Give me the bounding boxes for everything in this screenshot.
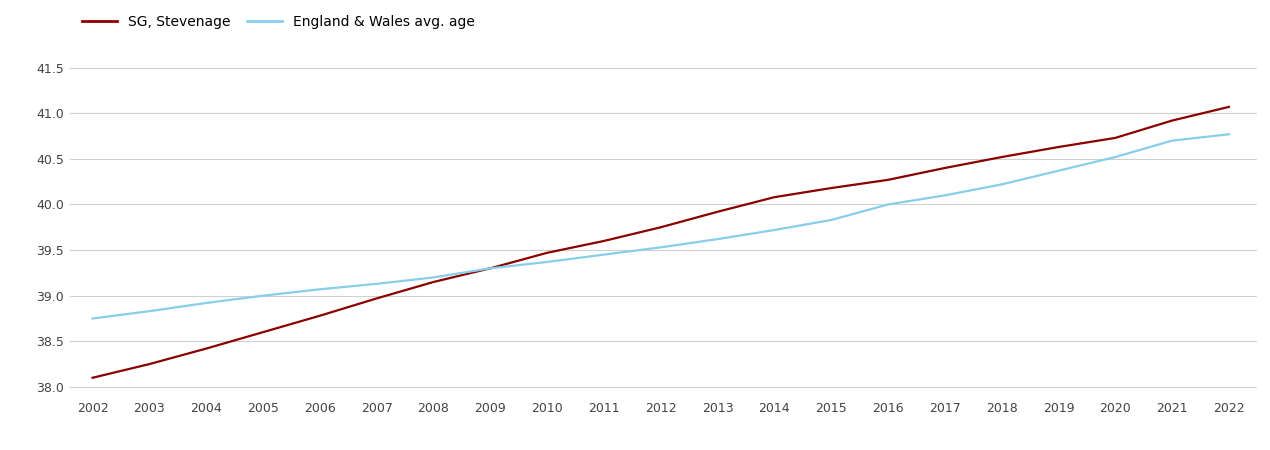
England & Wales avg. age (767, 227, 782, 233)
England & Wales avg. age (994, 182, 1010, 187)
England & Wales avg. age (653, 245, 668, 250)
Line: SG, Stevenage: SG, Stevenage (93, 107, 1229, 378)
SG, Stevenage (880, 177, 895, 183)
SG, Stevenage (483, 266, 498, 271)
Legend: SG, Stevenage, England & Wales avg. age: SG, Stevenage, England & Wales avg. age (76, 9, 480, 35)
SG, Stevenage (1165, 118, 1180, 123)
SG, Stevenage (937, 165, 952, 171)
England & Wales avg. age (1165, 138, 1180, 144)
SG, Stevenage (1050, 144, 1066, 150)
Line: England & Wales avg. age: England & Wales avg. age (93, 134, 1229, 319)
England & Wales avg. age (255, 293, 271, 298)
England & Wales avg. age (880, 202, 895, 207)
SG, Stevenage (255, 329, 271, 335)
SG, Stevenage (425, 279, 441, 285)
SG, Stevenage (370, 296, 385, 301)
England & Wales avg. age (425, 275, 441, 280)
SG, Stevenage (1107, 135, 1123, 140)
England & Wales avg. age (1050, 168, 1066, 173)
SG, Stevenage (994, 154, 1010, 160)
England & Wales avg. age (540, 259, 555, 265)
SG, Stevenage (85, 375, 100, 380)
England & Wales avg. age (597, 252, 612, 257)
SG, Stevenage (823, 185, 838, 191)
SG, Stevenage (597, 238, 612, 243)
England & Wales avg. age (483, 266, 498, 271)
SG, Stevenage (653, 225, 668, 230)
SG, Stevenage (198, 346, 213, 351)
England & Wales avg. age (198, 300, 213, 306)
England & Wales avg. age (85, 316, 100, 321)
SG, Stevenage (540, 250, 555, 256)
SG, Stevenage (142, 361, 157, 367)
SG, Stevenage (767, 194, 782, 200)
England & Wales avg. age (937, 193, 952, 198)
England & Wales avg. age (710, 236, 725, 242)
England & Wales avg. age (823, 217, 838, 223)
England & Wales avg. age (1107, 154, 1123, 160)
England & Wales avg. age (370, 281, 385, 287)
England & Wales avg. age (1222, 131, 1237, 137)
England & Wales avg. age (312, 287, 328, 292)
SG, Stevenage (312, 313, 328, 319)
England & Wales avg. age (142, 309, 157, 314)
SG, Stevenage (1222, 104, 1237, 110)
SG, Stevenage (710, 209, 725, 215)
